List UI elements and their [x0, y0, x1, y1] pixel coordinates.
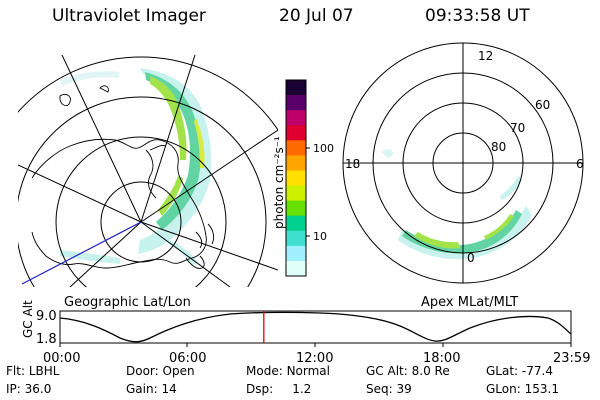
flt-value: LBHL — [28, 364, 60, 378]
seq-value: 39 — [396, 382, 412, 396]
colorbar-tick-100: 100 — [313, 142, 334, 155]
dsp-value: 1.2 — [292, 382, 312, 396]
meridians — [18, 55, 278, 287]
mode-key: Mode: — [246, 364, 283, 378]
aurora-emission-right — [382, 149, 532, 260]
info-gain: Gain: 14 — [126, 382, 177, 396]
colorbar-segment — [286, 260, 306, 277]
colorbar-tick-10: 10 — [313, 230, 327, 243]
glon-value: 153.1 — [524, 382, 559, 396]
colorbar-segment — [286, 95, 306, 111]
mode-value: Normal — [286, 364, 330, 378]
ip-value: 36.0 — [24, 382, 52, 396]
info-dsp: Dsp: 1.2 — [246, 382, 311, 396]
nadir-track-line — [21, 221, 142, 285]
door-key: Door: — [126, 364, 159, 378]
ip-key: IP: — [6, 382, 21, 396]
geographic-label: Geographic Lat/Lon — [64, 295, 191, 310]
info-glat: GLat: -77.4 — [486, 364, 553, 378]
seq-key: Seq: — [366, 382, 393, 396]
mlat-label-60: 60 — [535, 98, 550, 112]
mlt-label-12: 12 — [478, 49, 493, 63]
date-label: 20 Jul 07 — [279, 6, 354, 26]
mlat-label-80: 80 — [491, 140, 506, 154]
gain-value: 14 — [161, 382, 177, 396]
magnetic-label: Apex MLat/MLT — [421, 295, 518, 310]
glon-key: GLon: — [486, 382, 521, 396]
info-seq: Seq: 39 — [366, 382, 412, 396]
mlt-label-0: 0 — [467, 251, 475, 265]
latitude-circles — [18, 56, 278, 287]
altitude-curve — [59, 311, 572, 343]
colorbar-segment — [286, 110, 306, 126]
coastlines — [31, 85, 215, 269]
app-title: Ultraviolet Imager — [52, 6, 206, 26]
gain-key: Gain: — [126, 382, 158, 396]
time-label: 09:33:58 UT — [425, 6, 530, 26]
time-tick-2359: 23:59 — [553, 351, 590, 366]
colorbar-segment — [286, 140, 306, 156]
dsp-key: Dsp: — [246, 382, 274, 396]
altitude-plot-frame — [59, 310, 572, 344]
gc-alt-key: GC Alt: — [366, 364, 408, 378]
time-tick-1200: 12:00 — [296, 351, 333, 366]
mlt-label-18: 18 — [345, 157, 360, 171]
alt-tick-low: 1.8 — [36, 332, 57, 347]
gc-alt-value: 8.0 Re — [411, 364, 450, 378]
colorbar-segment — [286, 80, 306, 96]
colorbar-unit-label: photon cm⁻²s⁻¹ — [272, 136, 286, 229]
info-gc-alt: GC Alt: 8.0 Re — [366, 364, 450, 378]
alt-tick-high: 9.0 — [36, 309, 57, 324]
info-ip: IP: 36.0 — [6, 382, 51, 396]
colorbar-segment — [286, 155, 306, 171]
mlat-label-70: 70 — [510, 121, 525, 135]
door-value: Open — [162, 364, 195, 378]
info-flt: Flt: LBHL — [6, 364, 59, 378]
mlt-label-6: 6 — [576, 157, 584, 171]
info-door: Door: Open — [126, 364, 195, 378]
colorbar — [285, 79, 310, 277]
glat-value: -77.4 — [521, 364, 553, 378]
altitude-ylabel: GC Alt — [21, 300, 35, 338]
colorbar-segment — [286, 125, 306, 141]
colorbar-segment — [286, 170, 306, 187]
glat-key: GLat: — [486, 364, 519, 378]
time-tick-0600: 06:00 — [169, 351, 206, 366]
time-tick-1800: 18:00 — [423, 351, 460, 366]
flt-key: Flt: — [6, 364, 25, 378]
colorbar-segment — [286, 215, 306, 232]
time-tick-0000: 00:00 — [43, 351, 80, 366]
magnetic-dial — [342, 42, 584, 284]
info-glon: GLon: 153.1 — [486, 382, 559, 396]
colorbar-frame — [285, 79, 307, 277]
colorbar-segment — [286, 200, 306, 217]
colorbar-segment — [286, 245, 306, 262]
colorbar-segment — [286, 185, 306, 202]
info-mode: Mode: Normal — [246, 364, 330, 378]
colorbar-segment — [286, 230, 306, 247]
geographic-map — [18, 55, 278, 287]
